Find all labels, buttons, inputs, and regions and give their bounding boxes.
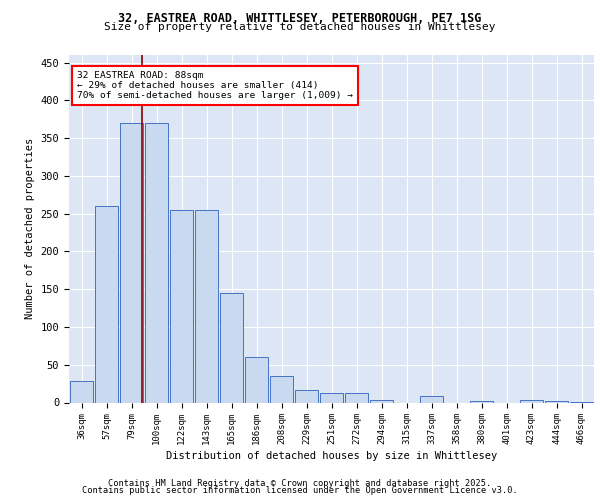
Bar — [95, 206, 118, 402]
Bar — [269, 376, 293, 402]
Bar — [245, 357, 268, 403]
Text: 32, EASTREA ROAD, WHITTLESEY, PETERBOROUGH, PE7 1SG: 32, EASTREA ROAD, WHITTLESEY, PETERBOROU… — [118, 12, 482, 26]
Bar — [220, 293, 244, 403]
X-axis label: Distribution of detached houses by size in Whittlesey: Distribution of detached houses by size … — [166, 452, 497, 462]
Bar — [520, 400, 544, 402]
Bar — [470, 401, 493, 402]
Text: Contains public sector information licensed under the Open Government Licence v3: Contains public sector information licen… — [82, 486, 518, 495]
Bar — [419, 396, 443, 402]
Bar — [295, 390, 319, 402]
Bar — [545, 401, 568, 402]
Bar — [119, 123, 143, 402]
Bar — [344, 394, 368, 402]
Bar — [70, 382, 94, 402]
Bar — [370, 400, 394, 402]
Y-axis label: Number of detached properties: Number of detached properties — [25, 138, 35, 320]
Bar — [194, 210, 218, 402]
Text: 32 EASTREA ROAD: 88sqm
← 29% of detached houses are smaller (414)
70% of semi-de: 32 EASTREA ROAD: 88sqm ← 29% of detached… — [77, 70, 353, 101]
Bar — [320, 394, 343, 402]
Text: Size of property relative to detached houses in Whittlesey: Size of property relative to detached ho… — [104, 22, 496, 32]
Bar — [145, 123, 169, 402]
Text: Contains HM Land Registry data © Crown copyright and database right 2025.: Contains HM Land Registry data © Crown c… — [109, 478, 491, 488]
Bar — [170, 210, 193, 402]
